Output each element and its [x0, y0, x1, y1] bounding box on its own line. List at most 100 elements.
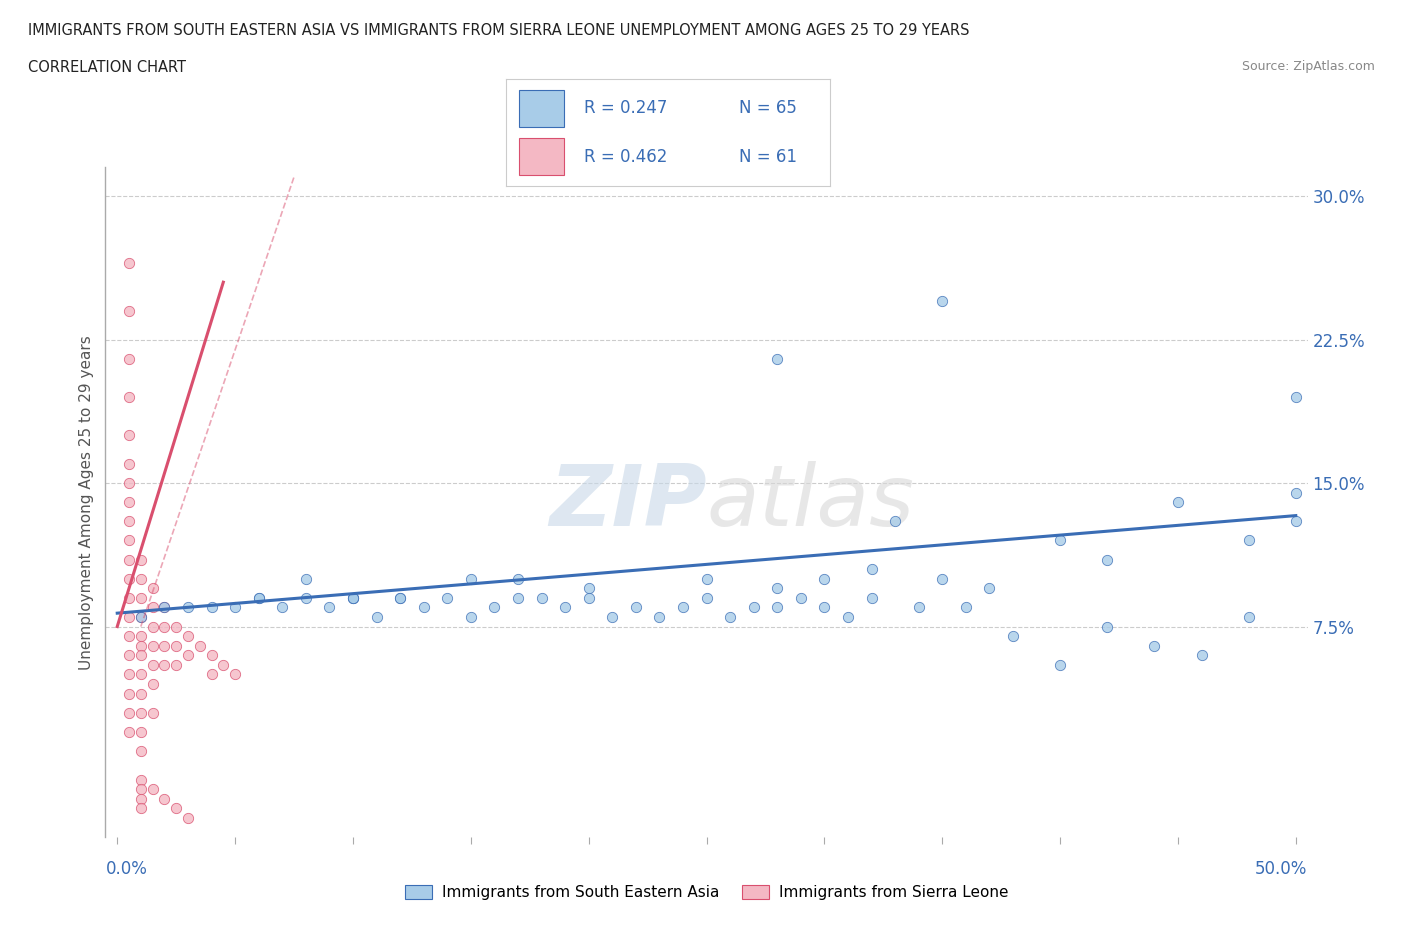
- Point: [247, 591, 270, 605]
- Point: [389, 591, 412, 605]
- Point: [177, 648, 200, 663]
- Point: [200, 600, 222, 615]
- Point: [907, 600, 929, 615]
- Point: [118, 495, 141, 510]
- Point: [165, 619, 187, 634]
- Text: Source: ZipAtlas.com: Source: ZipAtlas.com: [1241, 60, 1375, 73]
- Text: IMMIGRANTS FROM SOUTH EASTERN ASIA VS IMMIGRANTS FROM SIERRA LEONE UNEMPLOYMENT : IMMIGRANTS FROM SOUTH EASTERN ASIA VS IM…: [28, 23, 970, 38]
- Point: [129, 791, 152, 806]
- Legend: Immigrants from South Eastern Asia, Immigrants from Sierra Leone: Immigrants from South Eastern Asia, Immi…: [399, 879, 1014, 907]
- Point: [153, 658, 176, 672]
- Point: [1001, 629, 1024, 644]
- Point: [696, 591, 718, 605]
- Point: [129, 705, 152, 720]
- Point: [742, 600, 765, 615]
- Point: [837, 609, 859, 624]
- Point: [1049, 533, 1071, 548]
- Point: [165, 638, 187, 653]
- Point: [224, 667, 246, 682]
- Point: [142, 600, 165, 615]
- Point: [578, 591, 600, 605]
- Point: [177, 810, 200, 825]
- Point: [142, 658, 165, 672]
- Point: [129, 743, 152, 758]
- Point: [118, 571, 141, 586]
- Point: [142, 782, 165, 797]
- Point: [118, 591, 141, 605]
- Point: [342, 591, 364, 605]
- Point: [129, 552, 152, 567]
- Point: [931, 294, 953, 309]
- Text: R = 0.462: R = 0.462: [583, 148, 666, 166]
- Point: [1143, 638, 1166, 653]
- Point: [118, 390, 141, 405]
- Point: [165, 801, 187, 816]
- Point: [955, 600, 977, 615]
- Point: [1191, 648, 1213, 663]
- Point: [129, 724, 152, 739]
- Point: [118, 457, 141, 472]
- Point: [578, 581, 600, 596]
- Point: [188, 638, 211, 653]
- Point: [118, 724, 141, 739]
- Point: [1285, 514, 1308, 529]
- Point: [813, 571, 835, 586]
- Point: [600, 609, 623, 624]
- Point: [129, 571, 152, 586]
- Point: [436, 591, 458, 605]
- Point: [129, 772, 152, 787]
- Point: [766, 600, 789, 615]
- Point: [506, 571, 529, 586]
- Point: [318, 600, 340, 615]
- Point: [129, 782, 152, 797]
- Point: [1285, 485, 1308, 500]
- Point: [530, 591, 553, 605]
- Point: [342, 591, 364, 605]
- Point: [129, 629, 152, 644]
- Point: [129, 609, 152, 624]
- Point: [129, 609, 152, 624]
- Point: [153, 619, 176, 634]
- Point: [484, 600, 506, 615]
- Point: [118, 552, 141, 567]
- Point: [129, 638, 152, 653]
- Point: [224, 600, 246, 615]
- Text: N = 65: N = 65: [740, 100, 797, 117]
- Text: 50.0%: 50.0%: [1256, 860, 1308, 878]
- Text: 0.0%: 0.0%: [105, 860, 148, 878]
- Point: [1237, 533, 1260, 548]
- Point: [1285, 390, 1308, 405]
- Point: [118, 303, 141, 318]
- Point: [142, 638, 165, 653]
- Point: [1237, 609, 1260, 624]
- Point: [200, 648, 222, 663]
- Point: [177, 600, 200, 615]
- Point: [129, 686, 152, 701]
- Point: [153, 600, 176, 615]
- Point: [412, 600, 434, 615]
- Point: [884, 514, 907, 529]
- Point: [118, 648, 141, 663]
- Point: [672, 600, 695, 615]
- Bar: [519, 90, 564, 127]
- Bar: [519, 138, 564, 175]
- Point: [118, 705, 141, 720]
- Point: [766, 352, 789, 366]
- Point: [624, 600, 647, 615]
- Point: [129, 801, 152, 816]
- Point: [142, 676, 165, 691]
- Point: [554, 600, 576, 615]
- Point: [118, 256, 141, 271]
- Point: [129, 591, 152, 605]
- Point: [118, 475, 141, 490]
- Point: [766, 581, 789, 596]
- Point: [460, 571, 482, 586]
- Point: [790, 591, 813, 605]
- Point: [342, 591, 364, 605]
- Point: [271, 600, 294, 615]
- Point: [212, 658, 235, 672]
- Point: [165, 658, 187, 672]
- Point: [118, 514, 141, 529]
- Point: [118, 667, 141, 682]
- Point: [142, 619, 165, 634]
